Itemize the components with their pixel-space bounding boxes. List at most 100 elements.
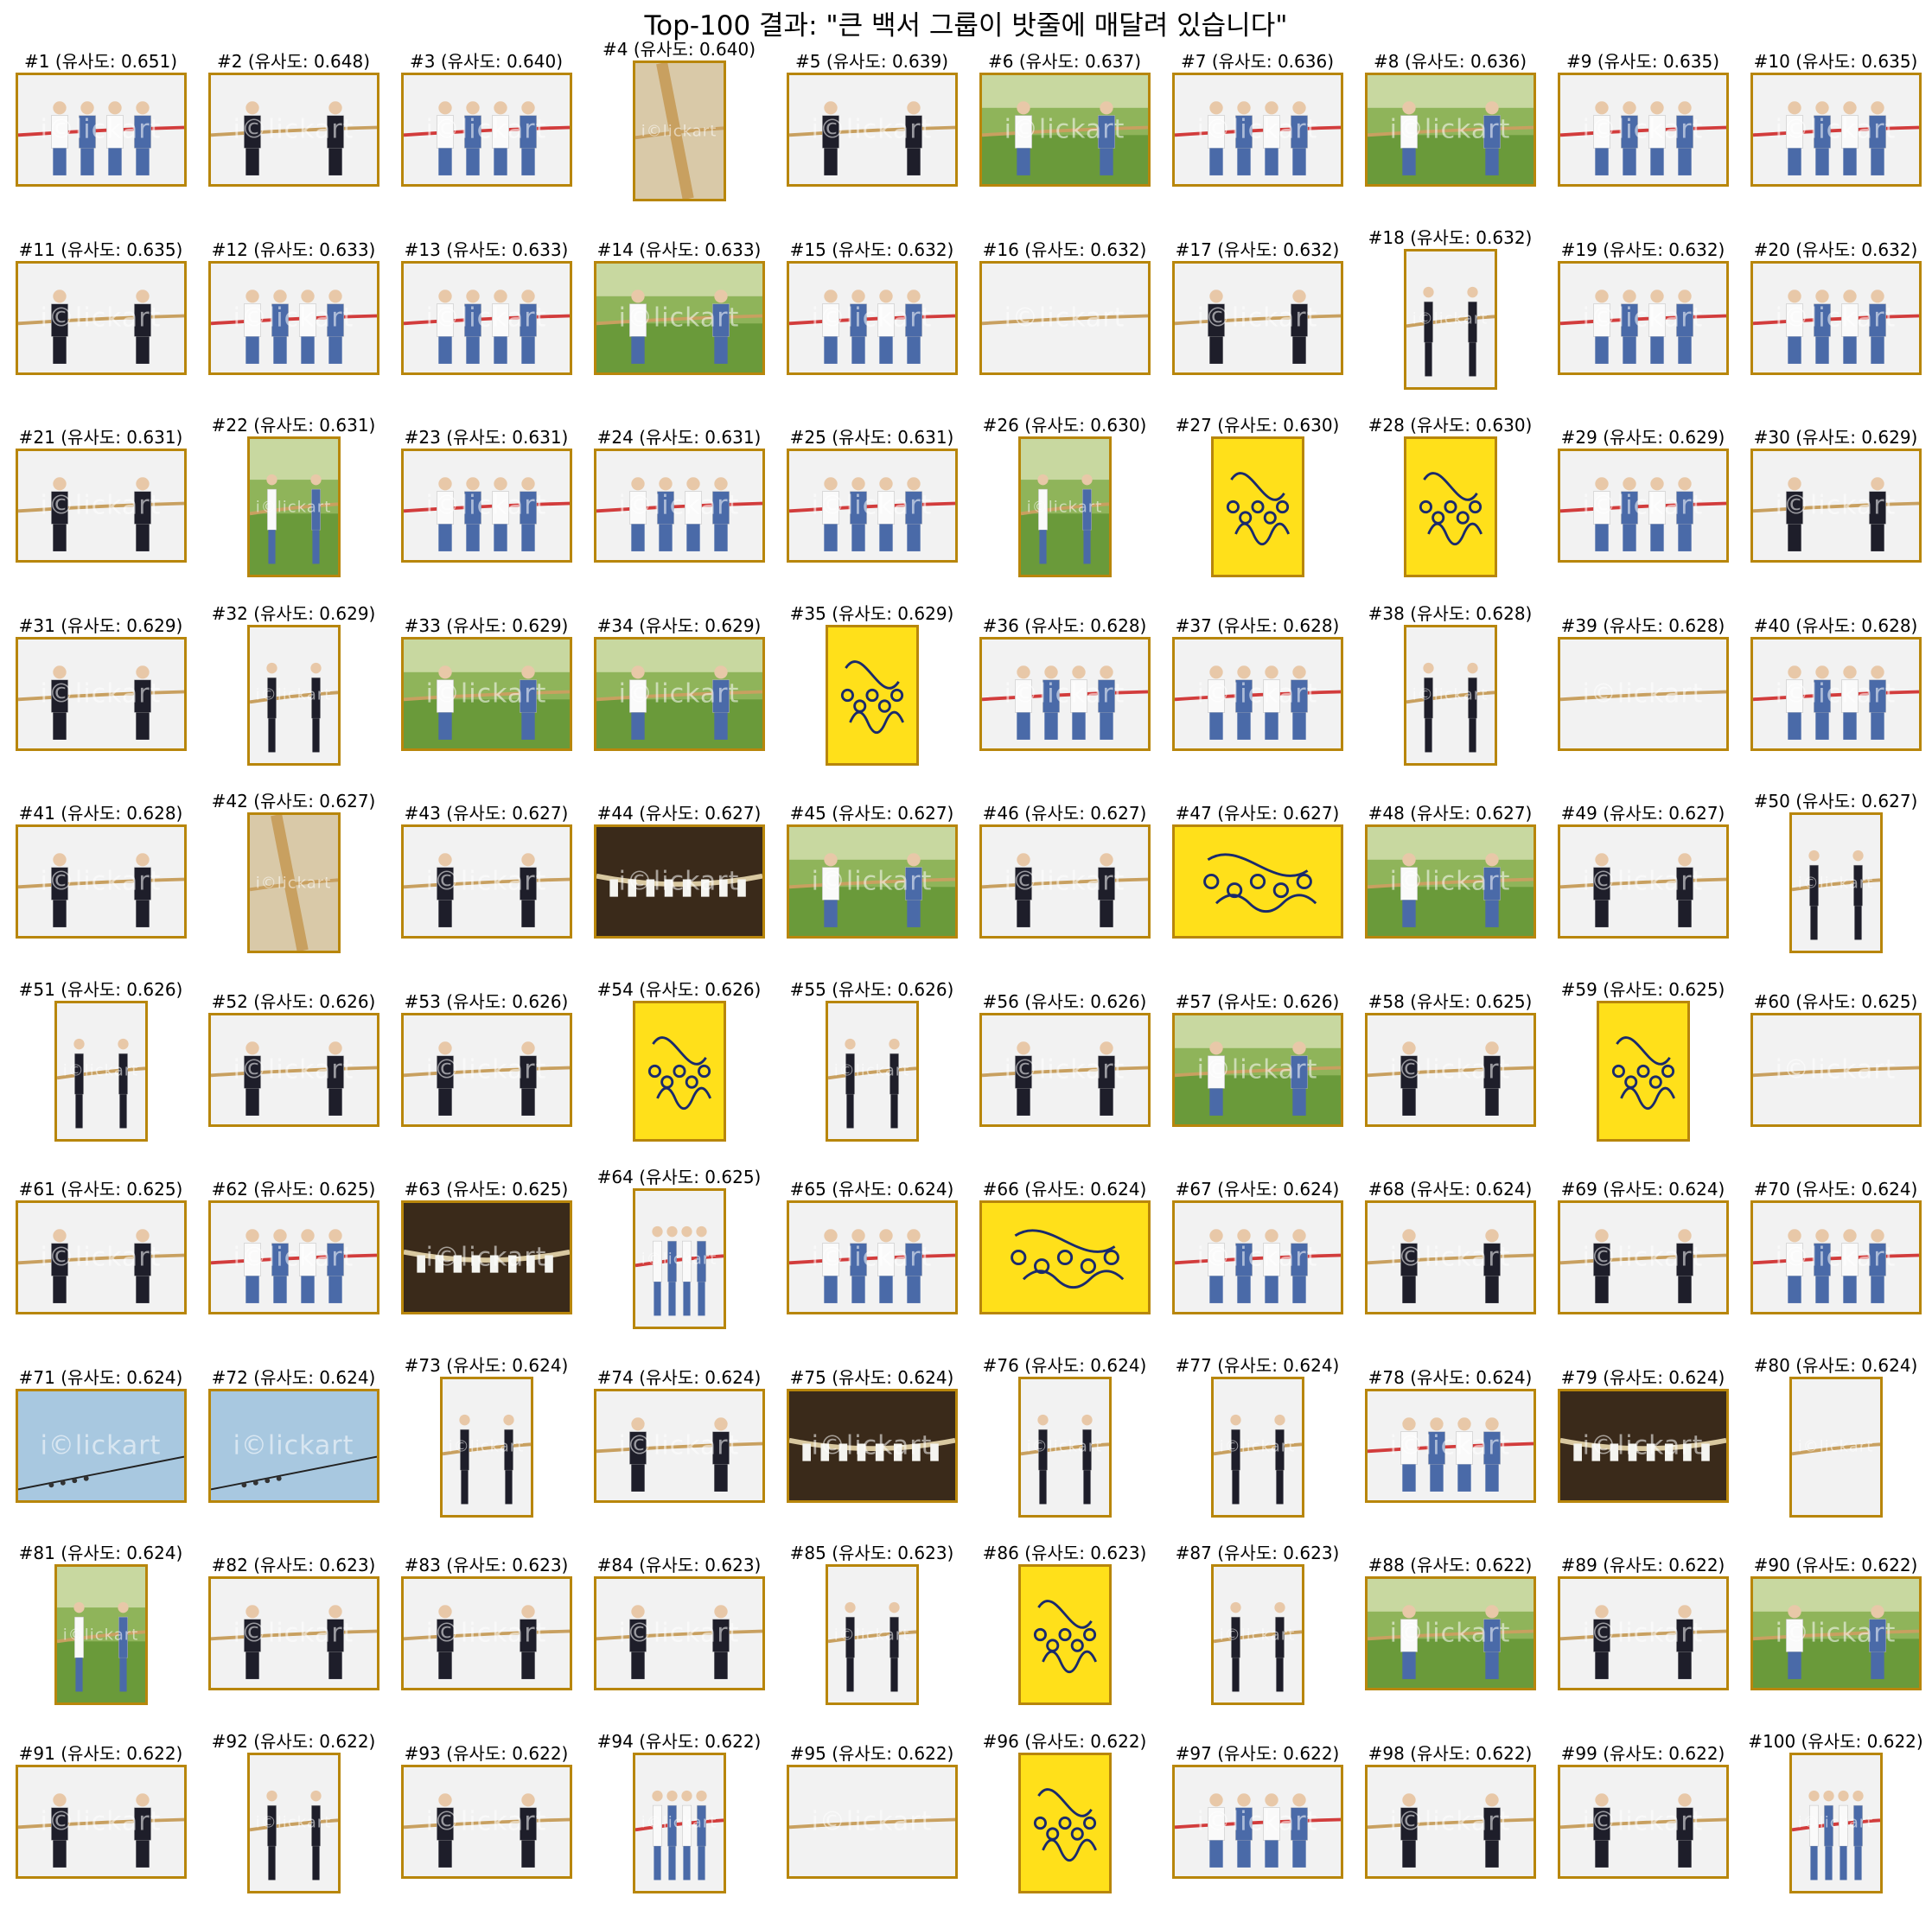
result-card[interactable]: #98 (유사도: 0.622) i©lickart — [1354, 1734, 1546, 1922]
result-card[interactable]: #6 (유사도: 0.637) i©lickart — [968, 41, 1161, 230]
result-thumbnail[interactable]: i©lickart — [1750, 1012, 1922, 1127]
result-card[interactable]: #25 (유사도: 0.631) i©lickart — [775, 417, 968, 606]
result-thumbnail[interactable]: i©lickart — [593, 636, 765, 751]
result-thumbnail[interactable]: i©lickart — [786, 1200, 958, 1314]
result-card[interactable]: #72 (유사도: 0.624) i©lickart — [197, 1358, 390, 1546]
result-card[interactable]: #4 (유사도: 0.640) i©lickart — [583, 39, 775, 230]
result-thumbnail[interactable]: i©lickart — [593, 1388, 765, 1503]
result-card[interactable]: #3 (유사도: 0.640) i©lickart — [390, 41, 583, 230]
result-thumbnail[interactable]: i©lickart — [1750, 1576, 1922, 1690]
result-card[interactable]: #1 (유사도: 0.651) i©lickart — [4, 41, 197, 230]
result-thumbnail[interactable]: i©lickart — [246, 624, 341, 766]
result-thumbnail[interactable]: i©lickart — [1557, 1764, 1729, 1879]
result-thumbnail[interactable]: i©lickart — [1364, 1576, 1536, 1690]
result-card[interactable]: #57 (유사도: 0.626) i©lickart — [1161, 982, 1354, 1170]
result-thumbnail[interactable]: i©lickart — [1789, 1376, 1883, 1518]
result-card[interactable]: #96 (유사도: 0.622) — [968, 1731, 1161, 1922]
result-thumbnail[interactable] — [1596, 1000, 1690, 1142]
result-thumbnail[interactable]: i©lickart — [632, 1752, 726, 1893]
result-thumbnail[interactable]: i©lickart — [632, 60, 726, 201]
result-card[interactable]: #84 (유사도: 0.623) i©lickart — [583, 1545, 775, 1734]
result-thumbnail[interactable]: i©lickart — [1171, 636, 1343, 751]
result-thumbnail[interactable]: i©lickart — [246, 812, 341, 953]
result-thumbnail[interactable] — [1017, 1564, 1112, 1705]
result-card[interactable]: #94 (유사도: 0.622) i©lickart — [583, 1731, 775, 1922]
result-card[interactable]: #18 (유사도: 0.632) i©lickart — [1354, 227, 1546, 418]
result-thumbnail[interactable]: i©lickart — [15, 1388, 187, 1503]
result-card[interactable]: #93 (유사도: 0.622) i©lickart — [390, 1734, 583, 1922]
result-thumbnail[interactable]: i©lickart — [593, 260, 765, 375]
result-thumbnail[interactable]: i©lickart — [825, 1000, 919, 1142]
result-card[interactable]: #79 (유사도: 0.624) i©lickart — [1546, 1358, 1739, 1546]
result-card[interactable]: #23 (유사도: 0.631) i©lickart — [390, 417, 583, 606]
result-thumbnail[interactable] — [1403, 436, 1497, 577]
result-card[interactable]: #38 (유사도: 0.628) i©lickart — [1354, 603, 1546, 794]
result-card[interactable]: #90 (유사도: 0.622) i©lickart — [1739, 1545, 1932, 1734]
result-thumbnail[interactable]: i©lickart — [1171, 1012, 1343, 1127]
result-card[interactable]: #43 (유사도: 0.627) i©lickart — [390, 793, 583, 982]
result-card[interactable]: #67 (유사도: 0.624) i©lickart — [1161, 1169, 1354, 1358]
result-thumbnail[interactable]: i©lickart — [54, 1564, 148, 1705]
result-card[interactable]: #30 (유사도: 0.629) i©lickart — [1739, 417, 1932, 606]
result-card[interactable]: #99 (유사도: 0.622) i©lickart — [1546, 1734, 1739, 1922]
result-thumbnail[interactable]: i©lickart — [1210, 1376, 1304, 1518]
result-thumbnail[interactable]: i©lickart — [593, 824, 765, 939]
result-thumbnail[interactable]: i©lickart — [15, 260, 187, 375]
result-thumbnail[interactable]: i©lickart — [15, 1200, 187, 1314]
result-card[interactable]: #27 (유사도: 0.630) — [1161, 415, 1354, 606]
result-thumbnail[interactable] — [1210, 436, 1304, 577]
result-thumbnail[interactable]: i©lickart — [979, 260, 1151, 375]
result-card[interactable]: #86 (유사도: 0.623) — [968, 1543, 1161, 1734]
result-card[interactable]: #65 (유사도: 0.624) i©lickart — [775, 1169, 968, 1358]
result-card[interactable]: #17 (유사도: 0.632) i©lickart — [1161, 230, 1354, 418]
result-thumbnail[interactable] — [1017, 1752, 1112, 1893]
result-thumbnail[interactable]: i©lickart — [786, 260, 958, 375]
result-thumbnail[interactable]: i©lickart — [54, 1000, 148, 1142]
result-thumbnail[interactable]: i©lickart — [979, 636, 1151, 751]
result-card[interactable]: #15 (유사도: 0.632) i©lickart — [775, 230, 968, 418]
result-thumbnail[interactable]: i©lickart — [1171, 260, 1343, 375]
result-card[interactable]: #44 (유사도: 0.627) i©lickart — [583, 793, 775, 982]
result-card[interactable]: #97 (유사도: 0.622) i©lickart — [1161, 1734, 1354, 1922]
result-thumbnail[interactable]: i©lickart — [1210, 1564, 1304, 1705]
result-card[interactable]: #71 (유사도: 0.624) i©lickart — [4, 1358, 197, 1546]
result-card[interactable]: #92 (유사도: 0.622) i©lickart — [197, 1731, 390, 1922]
result-card[interactable]: #32 (유사도: 0.629) i©lickart — [197, 603, 390, 794]
result-card[interactable]: #76 (유사도: 0.624) i©lickart — [968, 1355, 1161, 1546]
result-thumbnail[interactable]: i©lickart — [439, 1376, 533, 1518]
result-thumbnail[interactable]: i©lickart — [207, 260, 379, 375]
result-thumbnail[interactable]: i©lickart — [1364, 824, 1536, 939]
result-card[interactable]: #61 (유사도: 0.625) i©lickart — [4, 1169, 197, 1358]
result-thumbnail[interactable] — [632, 1000, 726, 1142]
result-thumbnail[interactable]: i©lickart — [400, 1012, 572, 1127]
result-card[interactable]: #28 (유사도: 0.630) — [1354, 415, 1546, 606]
result-card[interactable]: #35 (유사도: 0.629) — [775, 603, 968, 794]
result-card[interactable]: #59 (유사도: 0.625) — [1546, 979, 1739, 1170]
result-thumbnail[interactable]: i©lickart — [207, 1200, 379, 1314]
result-thumbnail[interactable]: i©lickart — [246, 436, 341, 577]
result-card[interactable]: #50 (유사도: 0.627) i©lickart — [1739, 791, 1932, 982]
result-thumbnail[interactable]: i©lickart — [1557, 73, 1729, 187]
result-thumbnail[interactable]: i©lickart — [400, 260, 572, 375]
result-thumbnail[interactable]: i©lickart — [1171, 1200, 1343, 1314]
result-thumbnail[interactable]: i©lickart — [1364, 73, 1536, 187]
result-thumbnail[interactable]: i©lickart — [1750, 73, 1922, 187]
result-card[interactable]: #95 (유사도: 0.622) i©lickart — [775, 1734, 968, 1922]
result-thumbnail[interactable]: i©lickart — [593, 449, 765, 563]
result-card[interactable]: #10 (유사도: 0.635) i©lickart — [1739, 41, 1932, 230]
result-card[interactable]: #88 (유사도: 0.622) i©lickart — [1354, 1545, 1546, 1734]
result-card[interactable]: #14 (유사도: 0.633) i©lickart — [583, 230, 775, 418]
result-card[interactable]: #82 (유사도: 0.623) i©lickart — [197, 1545, 390, 1734]
result-thumbnail[interactable]: i©lickart — [786, 1388, 958, 1503]
result-card[interactable]: #45 (유사도: 0.627) i©lickart — [775, 793, 968, 982]
result-thumbnail[interactable]: i©lickart — [593, 1576, 765, 1690]
result-thumbnail[interactable]: i©lickart — [400, 1764, 572, 1879]
result-thumbnail[interactable]: i©lickart — [786, 73, 958, 187]
result-thumbnail[interactable] — [825, 624, 919, 766]
result-card[interactable]: #63 (유사도: 0.625) i©lickart — [390, 1169, 583, 1358]
result-thumbnail[interactable]: i©lickart — [15, 449, 187, 563]
result-card[interactable]: #70 (유사도: 0.624) i©lickart — [1739, 1169, 1932, 1358]
result-card[interactable]: #69 (유사도: 0.624) i©lickart — [1546, 1169, 1739, 1358]
result-card[interactable]: #46 (유사도: 0.627) i©lickart — [968, 793, 1161, 982]
result-card[interactable]: #48 (유사도: 0.627) i©lickart — [1354, 793, 1546, 982]
